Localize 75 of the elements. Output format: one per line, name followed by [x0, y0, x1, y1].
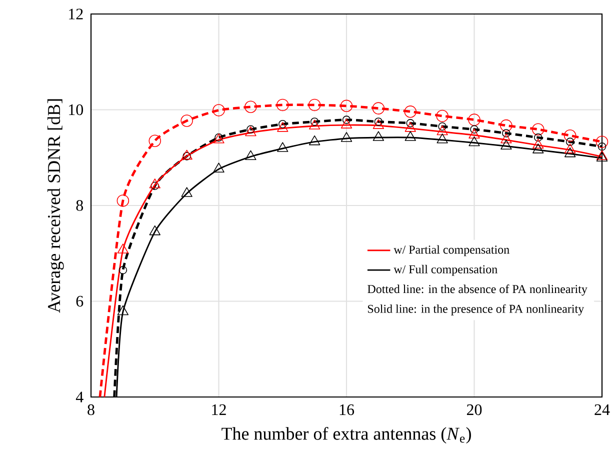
point [372, 119, 384, 129]
point [374, 118, 383, 126]
point [534, 133, 542, 142]
point [181, 150, 192, 160]
y-tick-label: 4 [76, 392, 84, 402]
point [310, 118, 319, 126]
point [406, 119, 415, 128]
legend-label: w/ Full compensation [394, 264, 498, 276]
point [598, 142, 606, 151]
point [182, 152, 191, 160]
point [404, 106, 417, 118]
point [149, 225, 160, 236]
point [180, 114, 193, 127]
point [340, 100, 353, 112]
y-axis-title: Average received SDNR [dB] [47, 99, 64, 313]
point [564, 144, 576, 154]
y-tick-label: 8 [76, 200, 84, 211]
point [596, 136, 608, 148]
point [372, 131, 384, 141]
point [276, 98, 289, 112]
point [372, 102, 385, 114]
point [340, 132, 352, 142]
point [532, 144, 544, 154]
point [117, 305, 129, 316]
point [532, 138, 544, 149]
point [436, 125, 448, 136]
x-tick-label: 12 [212, 404, 226, 415]
point [277, 122, 288, 132]
point [148, 134, 162, 147]
x-axis-title: The number of extra antennas (N$_{e}$) [222, 426, 471, 444]
point [212, 104, 225, 116]
point [500, 119, 512, 132]
x-tick-label: 8 [88, 404, 94, 416]
point [308, 135, 320, 146]
point [340, 118, 352, 128]
point [181, 187, 192, 197]
point [213, 162, 224, 173]
point [116, 194, 130, 207]
point [566, 138, 574, 146]
point [308, 98, 321, 112]
point [564, 129, 576, 142]
point [246, 125, 255, 134]
annotation: Solid line: in the presence of PA nonlinearity [368, 304, 584, 316]
point [404, 122, 416, 132]
point [502, 129, 510, 138]
point [564, 147, 576, 158]
point [438, 122, 446, 131]
point [342, 116, 351, 124]
point [117, 244, 129, 254]
point [436, 110, 448, 122]
x-tick-label: 24 [594, 404, 610, 415]
point [404, 131, 416, 141]
point [470, 125, 478, 134]
x-tick-label: 16 [340, 404, 354, 416]
point [149, 178, 160, 188]
y-tick-label: 10 [69, 104, 84, 116]
point [278, 120, 287, 128]
point [468, 114, 480, 126]
point [245, 150, 256, 160]
point [150, 182, 160, 190]
y-tick-label: 6 [76, 296, 84, 307]
point [532, 123, 544, 136]
point [468, 128, 480, 139]
point [244, 100, 257, 114]
point [245, 126, 256, 136]
legend-label: w/ Partial compensation [394, 245, 510, 256]
annotation: Dotted line: in the absence of PA nonlinearity [368, 284, 588, 296]
x-tick-label: 20 [466, 404, 482, 416]
point [308, 120, 320, 130]
point [277, 142, 288, 152]
point [468, 136, 480, 146]
point [436, 134, 448, 144]
point [500, 134, 512, 144]
y-tick-label: 12 [69, 8, 83, 20]
point [500, 140, 512, 150]
